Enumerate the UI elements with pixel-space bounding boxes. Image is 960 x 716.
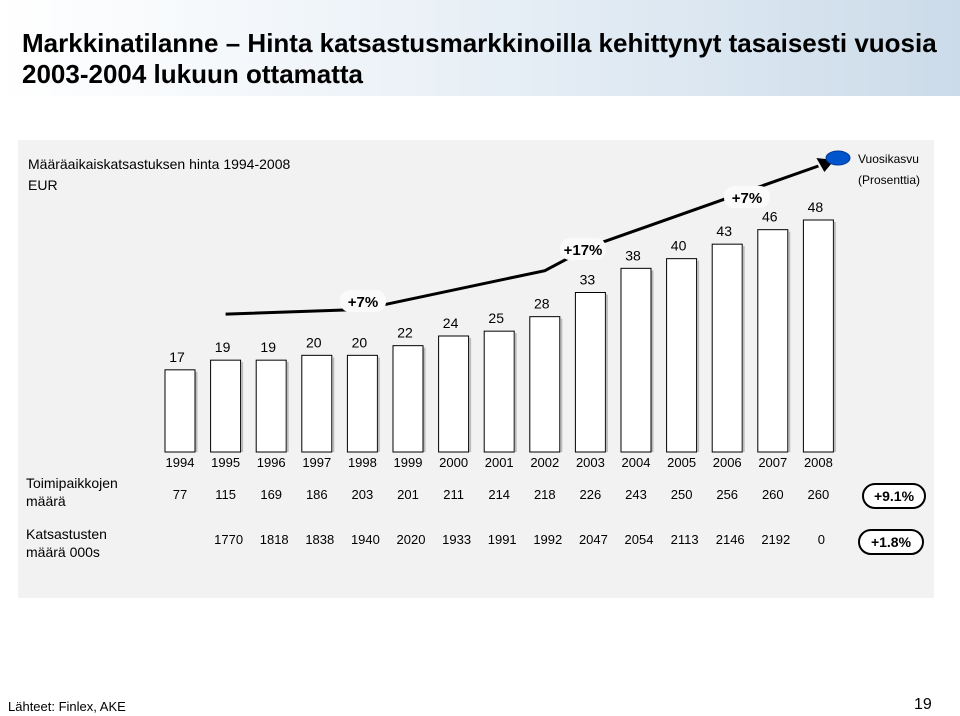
chart-unit: EUR <box>28 177 58 193</box>
sites-count-value: 115 <box>215 487 236 502</box>
bar <box>529 316 561 453</box>
inspections-count-value: 2020 <box>397 532 426 547</box>
sites-count-value: 203 <box>352 487 374 502</box>
bar <box>711 243 743 453</box>
bar-value-label: 46 <box>762 209 778 225</box>
sites-count-value: 211 <box>443 487 464 502</box>
bar-value-label: 22 <box>397 325 413 341</box>
sites-count-value: 77 <box>173 487 187 502</box>
year-tick-label: 1995 <box>211 455 240 470</box>
legend-label: Vuosikasvu <box>858 152 919 166</box>
year-tick-label: 2004 <box>622 455 651 470</box>
inspections-count-value: 1992 <box>533 532 562 547</box>
bar <box>666 258 698 453</box>
bar-value-label: 28 <box>534 296 550 312</box>
year-tick-label: 2008 <box>804 455 833 470</box>
inspections-count-value: 2054 <box>625 532 654 547</box>
sites-count-value: 201 <box>397 487 419 502</box>
inspections-count-value: 1933 <box>442 532 471 547</box>
growth-badge-sites: +9.1% <box>862 483 926 509</box>
bar-value-label: 40 <box>671 238 687 254</box>
sites-count-value: 218 <box>534 487 556 502</box>
page-number: 19 <box>914 696 932 713</box>
legend-marker <box>825 150 851 166</box>
sites-count-value: 214 <box>488 487 510 502</box>
bar-value-label: 19 <box>260 339 276 355</box>
inspections-count-value: 0 <box>818 532 825 547</box>
bar-value-label: 24 <box>443 315 459 331</box>
growth-badge-bg <box>340 290 386 312</box>
growth-annotation: +17% <box>564 242 603 259</box>
year-tick-label: 2007 <box>758 455 787 470</box>
bar <box>757 229 789 453</box>
legend-sublabel: (Prosenttia) <box>858 173 921 187</box>
inspections-count-value: 1940 <box>351 532 380 547</box>
year-tick-label: 2006 <box>713 455 742 470</box>
bar-value-label: 38 <box>625 247 641 263</box>
bar-value-label: 20 <box>306 334 322 350</box>
bar <box>255 359 287 453</box>
year-tick-label: 2003 <box>576 455 605 470</box>
growth-badge-bg <box>724 186 770 208</box>
sites-count-value: 169 <box>260 487 282 502</box>
inspections-count-value: 1770 <box>214 532 243 547</box>
bar <box>346 354 378 453</box>
inspections-count-value: 2146 <box>716 532 745 547</box>
source-note: Lähteet: Finlex, AKE <box>8 699 126 714</box>
chart-title: Määräaikaiskatsastuksen hinta 1994-2008 <box>28 156 291 172</box>
sites-count-value: 226 <box>580 487 602 502</box>
bar <box>483 330 515 453</box>
growth-annotation: +7% <box>348 294 378 311</box>
sites-count-value: 260 <box>762 487 784 502</box>
row-label-inspections: Katsastusten määrä 000s <box>26 526 107 560</box>
inspections-count-value: 1991 <box>488 532 517 547</box>
sites-count-value: 256 <box>716 487 738 502</box>
bar-value-label: 17 <box>169 349 185 365</box>
year-tick-label: 1996 <box>257 455 286 470</box>
year-tick-label: 2005 <box>667 455 696 470</box>
inspections-count-value: 2113 <box>671 532 699 547</box>
growth-badge-inspections: +1.8% <box>858 529 924 555</box>
sites-count-value: 186 <box>306 487 328 502</box>
year-tick-label: 1997 <box>302 455 331 470</box>
year-tick-label: 2001 <box>485 455 514 470</box>
inspections-count-value: 1838 <box>305 532 334 547</box>
bar-value-label: 43 <box>716 223 732 239</box>
sites-count-value: 243 <box>625 487 647 502</box>
bar-value-label: 33 <box>580 272 596 288</box>
year-tick-label: 2002 <box>530 455 559 470</box>
bar <box>164 369 196 453</box>
year-tick-label: 1999 <box>394 455 423 470</box>
title-band <box>0 0 960 96</box>
bar-value-label: 19 <box>215 339 231 355</box>
bar <box>802 219 834 453</box>
inspections-count-value: 2047 <box>579 532 608 547</box>
bar-value-label: 20 <box>352 334 368 350</box>
bar <box>210 359 242 453</box>
growth-annotation: +7% <box>732 190 762 207</box>
bar-value-label: 25 <box>488 310 504 326</box>
year-tick-label: 2000 <box>439 455 468 470</box>
row-label-sites: Toimipaikkojen määrä <box>26 475 118 509</box>
bar <box>301 354 333 453</box>
sites-count-value: 250 <box>671 487 693 502</box>
year-tick-label: 1994 <box>166 455 195 470</box>
year-tick-label: 1998 <box>348 455 377 470</box>
inspections-count-value: 1818 <box>260 532 289 547</box>
bar <box>392 345 424 453</box>
bar <box>574 292 606 453</box>
bar <box>620 267 652 453</box>
inspections-count-value: 2192 <box>761 532 790 547</box>
bar <box>438 335 470 453</box>
bar-value-label: 48 <box>808 199 824 215</box>
growth-badge-bg <box>560 238 606 260</box>
slide-title: Markkinatilanne – Hinta katsastusmarkkin… <box>22 28 937 89</box>
sites-count-value: 260 <box>808 487 830 502</box>
